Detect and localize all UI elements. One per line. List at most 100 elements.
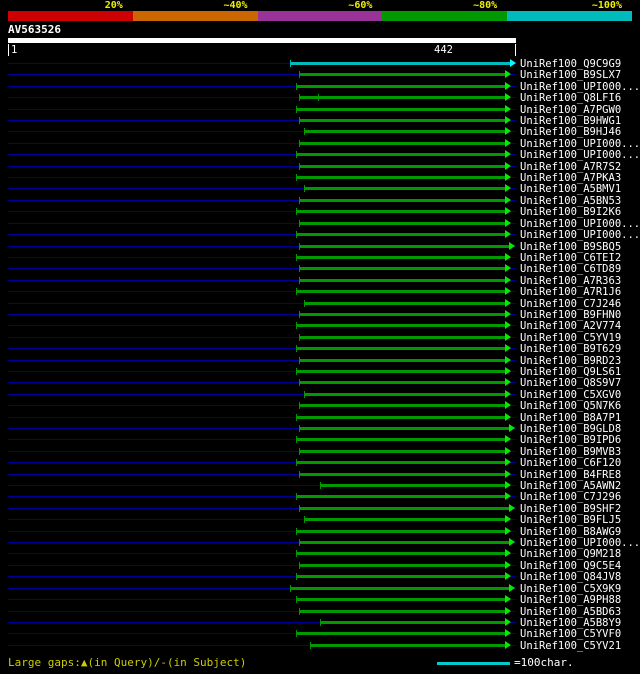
subject-label[interactable]: UniRef100_B9SBQ5 (520, 240, 622, 253)
subject-label[interactable]: UniRef100_B9RD23 (520, 354, 622, 367)
alignment-bar[interactable] (295, 529, 506, 533)
subject-label[interactable]: UniRef100_C5YV19 (520, 331, 622, 344)
alignment-bar[interactable] (299, 119, 506, 123)
alignment-bar[interactable] (290, 62, 510, 65)
alignment-bar[interactable] (299, 541, 509, 545)
subject-label[interactable]: UniRef100_A2V774 (520, 320, 622, 333)
subject-label[interactable]: UniRef100_C6F120 (520, 457, 622, 470)
subject-label[interactable]: UniRef100_Q84JV8 (520, 571, 622, 584)
subject-label[interactable]: UniRef100_Q9M218 (520, 548, 622, 561)
subject-label[interactable]: UniRef100_UPI000... (520, 80, 640, 93)
subject-label[interactable]: UniRef100_A7R7S2 (520, 160, 622, 173)
subject-label[interactable]: UniRef100_C5X9K9 (520, 582, 622, 595)
subject-label[interactable]: UniRef100_Q9C9G9 (520, 58, 622, 70)
alignment-bar[interactable] (299, 73, 506, 77)
alignment-bar[interactable] (299, 141, 506, 145)
subject-label[interactable]: UniRef100_B4FRE8 (520, 468, 622, 481)
subject-label[interactable]: UniRef100_UPI000... (520, 149, 640, 162)
subject-label[interactable]: UniRef100_C7J296 (520, 491, 622, 504)
subject-label[interactable]: UniRef100_C5YV21 (520, 639, 622, 652)
alignment-bar[interactable] (309, 643, 506, 647)
subject-label[interactable]: UniRef100_B9GLD8 (520, 423, 622, 435)
alignment-bar[interactable] (299, 267, 506, 271)
subject-label[interactable]: UniRef100_Q5N7K6 (520, 400, 622, 413)
alignment-bar[interactable] (295, 153, 506, 157)
subject-label[interactable]: UniRef100_A5BD63 (520, 605, 622, 618)
alignment-bar[interactable] (295, 415, 506, 419)
alignment-bar[interactable] (295, 438, 506, 442)
subject-label[interactable]: UniRef100_A5BN53 (520, 194, 622, 207)
subject-label[interactable]: UniRef100_UPI000... (520, 537, 640, 550)
subject-label[interactable]: UniRef100_Q8S9V7 (520, 377, 622, 390)
alignment-bar[interactable] (304, 518, 506, 522)
subject-label[interactable]: UniRef100_A7R363 (520, 274, 622, 287)
subject-label[interactable]: UniRef100_A7PKA3 (520, 172, 622, 185)
subject-label[interactable]: UniRef100_B9FLJ5 (520, 514, 622, 527)
subject-label[interactable]: UniRef100_B8A7P1 (520, 411, 622, 424)
alignment-bar[interactable] (295, 255, 506, 259)
alignment-bar[interactable] (295, 632, 506, 636)
alignment-bar[interactable] (299, 609, 506, 613)
alignment-bar[interactable] (299, 449, 506, 453)
subject-label[interactable]: UniRef100_B9SHF2 (520, 502, 622, 515)
alignment-bar[interactable] (295, 290, 506, 294)
subject-label[interactable]: UniRef100_B9HJ46 (520, 126, 622, 139)
alignment-bar[interactable] (304, 301, 506, 305)
alignment-bar[interactable] (295, 552, 506, 556)
alignment-bar[interactable] (295, 233, 506, 237)
alignment-bar[interactable] (299, 96, 506, 100)
subject-label[interactable]: UniRef100_UPI000... (520, 137, 640, 150)
subject-label[interactable]: UniRef100_UPI000... (520, 229, 640, 242)
alignment-bar[interactable] (299, 381, 506, 385)
alignment-bar[interactable] (299, 244, 509, 248)
alignment-bar[interactable] (299, 427, 509, 430)
alignment-bar[interactable] (320, 484, 506, 488)
alignment-bar[interactable] (299, 164, 506, 168)
alignment-bar[interactable] (295, 176, 506, 180)
alignment-bar[interactable] (299, 335, 506, 339)
alignment-bar[interactable] (304, 130, 506, 134)
subject-label[interactable]: UniRef100_C6TEI2 (520, 251, 622, 264)
alignment-bar[interactable] (295, 347, 506, 351)
alignment-bar[interactable] (295, 107, 506, 111)
subject-label[interactable]: UniRef100_C5XGV0 (520, 388, 622, 401)
alignment-bar[interactable] (295, 84, 506, 88)
subject-label[interactable]: UniRef100_A7R1J6 (520, 286, 622, 299)
alignment-bar[interactable] (299, 278, 506, 282)
subject-label[interactable]: UniRef100_B9HWG1 (520, 115, 622, 128)
subject-label[interactable]: UniRef100_A7PGW0 (520, 103, 622, 116)
subject-label[interactable]: UniRef100_A5B8Y9 (520, 616, 622, 629)
subject-label[interactable]: UniRef100_B9MVB3 (520, 445, 622, 458)
subject-label[interactable]: UniRef100_A9PH88 (520, 594, 622, 607)
subject-label[interactable]: UniRef100_A5AWN2 (520, 480, 622, 493)
subject-label[interactable]: UniRef100_B8AWG9 (520, 525, 622, 538)
alignment-bar[interactable] (304, 392, 506, 396)
subject-label[interactable]: UniRef100_Q9C5E4 (520, 559, 622, 572)
alignment-bar[interactable] (299, 198, 506, 202)
subject-label[interactable]: UniRef100_Q8LFI6 (520, 92, 622, 105)
alignment-bar[interactable] (304, 187, 506, 191)
alignment-bar[interactable] (299, 506, 509, 510)
alignment-bar[interactable] (299, 358, 506, 362)
alignment-bar[interactable] (295, 324, 506, 328)
subject-label[interactable]: UniRef100_C5YVF0 (520, 628, 622, 641)
alignment-bar[interactable] (320, 620, 506, 624)
alignment-bar[interactable] (299, 404, 506, 408)
alignment-bar[interactable] (295, 598, 506, 602)
alignment-bar[interactable] (299, 312, 506, 316)
subject-label[interactable]: UniRef100_Q9LS61 (520, 365, 622, 378)
subject-label[interactable]: UniRef100_UPI000... (520, 217, 640, 230)
alignment-bar[interactable] (299, 563, 506, 567)
alignment-bar[interactable] (295, 495, 506, 499)
alignment-bar[interactable] (290, 586, 509, 590)
subject-label[interactable]: UniRef100_C7J246 (520, 297, 622, 310)
subject-label[interactable]: UniRef100_B9SLX7 (520, 69, 622, 82)
subject-label[interactable]: UniRef100_C6TD89 (520, 263, 622, 276)
subject-label[interactable]: UniRef100_A5BMV1 (520, 183, 622, 196)
alignment-bar[interactable] (299, 221, 506, 225)
subject-label[interactable]: UniRef100_B9I2K6 (520, 206, 622, 219)
alignment-bar[interactable] (295, 369, 506, 373)
alignment-bar[interactable] (295, 575, 506, 579)
alignment-bar[interactable] (299, 472, 506, 476)
subject-label[interactable]: UniRef100_B9T629 (520, 343, 622, 356)
